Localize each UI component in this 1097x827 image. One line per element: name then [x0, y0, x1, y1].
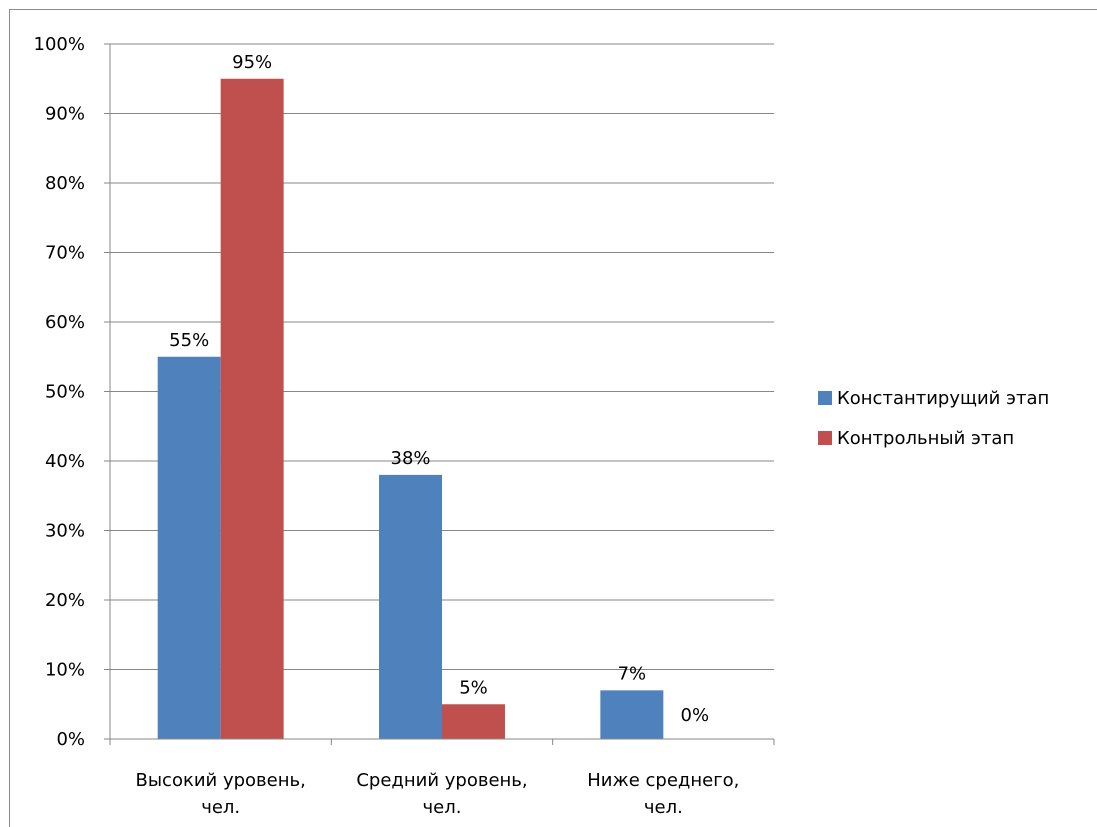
data-label: 5% — [459, 677, 488, 698]
data-label: 95% — [232, 52, 272, 73]
x-tick-label: чел. — [423, 797, 462, 818]
bar — [220, 78, 284, 739]
y-tick-label: 40% — [45, 451, 85, 472]
y-tick-label: 60% — [45, 312, 85, 333]
x-tick-label: Высокий уровень, — [135, 770, 305, 791]
y-tick-label: 100% — [34, 34, 85, 55]
legend-label-constating-stage: Константирущий этап — [837, 387, 1050, 409]
labels: 0% 10% 20% 30% 40% 50% 60% 70% 80% 90% 100% 55% 95% В… — [34, 34, 740, 818]
x-tick-label: Ниже среднего, — [587, 770, 739, 791]
bar — [157, 356, 221, 739]
legend-item-constating-stage: Константирущий этап — [818, 387, 1049, 409]
legend-swatch-constating-stage — [818, 391, 832, 405]
bar — [379, 474, 442, 739]
legend-swatch-control-stage — [818, 431, 832, 445]
y-tick-label: 90% — [45, 104, 85, 125]
y-tick-label: 20% — [45, 590, 85, 611]
y-tick-label: 80% — [45, 173, 85, 194]
y-tick-label: 0% — [56, 729, 85, 750]
x-tick-label: чел. — [644, 797, 683, 818]
y-tick-label: 70% — [45, 243, 85, 264]
bar — [442, 704, 505, 739]
data-label: 7% — [618, 663, 647, 684]
data-label: 0% — [681, 705, 710, 726]
legend-label-control-stage: Контрольный этап — [837, 427, 1015, 449]
bar — [600, 690, 664, 739]
legend: Константирущий этап Контрольный этап — [818, 387, 1049, 467]
bars — [157, 78, 664, 739]
legend-item-control-stage: Контрольный этап — [818, 427, 1049, 449]
y-tick-label: 10% — [45, 660, 85, 681]
x-tick-label: Средний уровень, — [356, 770, 527, 791]
data-label: 55% — [169, 330, 209, 351]
y-tick-label: 30% — [45, 521, 85, 542]
data-label: 38% — [391, 448, 431, 469]
axes — [104, 43, 775, 745]
x-tick-label: чел. — [201, 797, 240, 818]
y-tick-label: 50% — [45, 382, 85, 403]
